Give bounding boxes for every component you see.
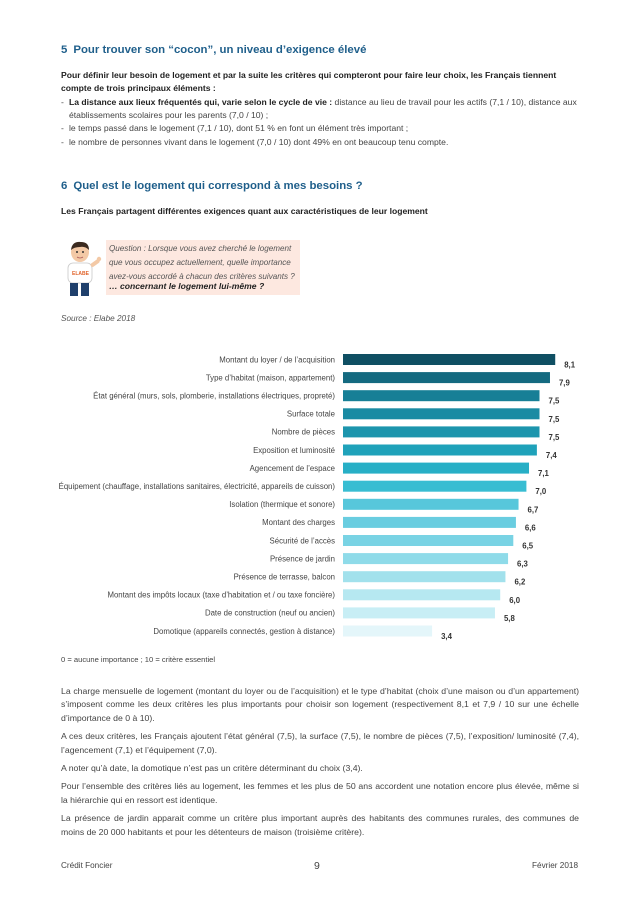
- category-label: Montant des charges: [262, 518, 335, 527]
- value-label: 7,4: [546, 451, 558, 460]
- bar: [343, 390, 540, 402]
- importance-bar-chart: Montant du loyer / de l’acquisition 8,1 Ty…: [59, 354, 576, 641]
- section-number: 6: [61, 180, 68, 192]
- section-6-heading: 6 Quel est le logement qui correspond à m…: [61, 180, 363, 192]
- bar: [343, 426, 540, 438]
- bar: [343, 354, 556, 365]
- bullet-text: le temps passé dans le logement (7,1 / 1…: [69, 123, 409, 134]
- bar: [343, 589, 501, 601]
- bar: [343, 535, 514, 546]
- category-label: Type d’habitat (maison, appartement): [206, 373, 336, 382]
- value-label: 6,7: [528, 505, 539, 514]
- bar: [343, 625, 433, 637]
- category-label: Présence de jardin: [270, 554, 335, 563]
- category-label: Isolation (thermique et sonore): [229, 500, 335, 509]
- value-label: 6,2: [514, 578, 526, 587]
- section-number: 5: [61, 44, 68, 56]
- source-note: Source : Elabe 2018: [61, 314, 136, 323]
- value-label: 5,8: [504, 614, 516, 623]
- section-5-heading: 5 Pour trouver son “cocon”, un niveau d’e…: [61, 44, 366, 56]
- section-6-subtitle: Les Français partagent différentes exige…: [61, 206, 428, 216]
- value-label: 6,5: [522, 542, 534, 551]
- bar: [343, 498, 519, 510]
- category-label: Montant du loyer / de l’acquisition: [219, 355, 335, 364]
- bar: [343, 553, 509, 565]
- question-text: Question : Lorsque vous avez cherché le …: [109, 244, 295, 281]
- category-label: Date de construction (neuf ou ancien): [205, 609, 335, 618]
- category-label: Montant des impôts locaux (taxe d’habita…: [107, 591, 335, 600]
- question-box: Question : Lorsque vous avez cherché le …: [106, 240, 300, 295]
- category-label: Domotique (appareils connectés, gestion …: [153, 627, 335, 636]
- list-item: le nombre de personnes vivant dans le lo…: [61, 136, 583, 149]
- value-label: 6,6: [525, 523, 537, 532]
- bar: [343, 372, 550, 384]
- paragraph: La charge mensuelle de logement (montant…: [61, 686, 579, 723]
- value-label: 6,3: [517, 560, 529, 569]
- category-label: Équipement (chauffage, installations san…: [59, 482, 336, 491]
- footer-date: Février 2018: [532, 861, 578, 870]
- value-label: 7,9: [559, 379, 571, 388]
- scale-note: 0 = aucune importance ; 10 = critère ess…: [61, 655, 216, 664]
- bar: [343, 607, 495, 619]
- bar: [343, 408, 540, 420]
- intro-text: Pour définir leur besoin de logement et …: [61, 70, 557, 94]
- bar: [343, 516, 516, 528]
- value-label: 7,5: [549, 415, 561, 424]
- bullet-text: le nombre de personnes vivant dans le lo…: [69, 136, 449, 147]
- value-label: 7,5: [549, 397, 561, 406]
- list-item: La distance aux lieux fréquentés qui, va…: [61, 96, 583, 122]
- analysis-text: La charge mensuelle de logement (montant…: [61, 685, 579, 844]
- section-title: Quel est le logement qui correspond à me…: [73, 180, 363, 192]
- bullet-bold: La distance aux lieux fréquentés qui, va…: [69, 97, 333, 107]
- criteria-list: La distance aux lieux fréquentés qui, va…: [61, 96, 583, 149]
- bar: [343, 444, 537, 456]
- elabe-logo: ELABE: [72, 271, 90, 277]
- category-label: Exposition et luminosité: [253, 446, 335, 455]
- value-label: 7,1: [538, 469, 550, 478]
- question-emphasis: … concernant le logement lui-même ?: [109, 281, 265, 291]
- category-label: État général (murs, sols, plomberie, ins…: [93, 392, 335, 401]
- list-item: le temps passé dans le logement (7,1 / 1…: [61, 122, 583, 135]
- section-title: Pour trouver son “cocon”, un niveau d’ex…: [73, 44, 367, 56]
- value-label: 6,0: [509, 596, 521, 605]
- value-label: 3,4: [441, 632, 453, 641]
- value-label: 7,0: [535, 487, 547, 496]
- value-label: 8,1: [564, 361, 576, 370]
- category-label: Surface totale: [287, 410, 335, 419]
- bullet-text: distance au lieu de travail pour les act…: [69, 97, 577, 121]
- paragraph: La présence de jardin apparait comme un …: [61, 813, 579, 837]
- bar: [343, 462, 530, 474]
- person-illustration: ELABE: [67, 241, 102, 296]
- footer-publisher: Crédit Foncier: [61, 861, 113, 870]
- section-5-intro: Pour définir leur besoin de logement et …: [61, 69, 581, 95]
- paragraph: A noter qu’à date, la domotique n’est pa…: [61, 763, 363, 774]
- page-number: 9: [314, 860, 320, 872]
- bar: [343, 480, 527, 492]
- paragraph: A ces deux critères, les Français ajoute…: [61, 731, 579, 755]
- category-label: Nombre de pièces: [272, 428, 335, 437]
- value-label: 7,5: [549, 433, 561, 442]
- category-label: Sécurité de l’accès: [270, 536, 336, 545]
- category-label: Agencement de l’espace: [250, 464, 335, 473]
- category-label: Présence de terrasse, balcon: [234, 573, 335, 582]
- bar: [343, 571, 506, 583]
- paragraph: Pour l’ensemble des critères liés au log…: [61, 781, 579, 805]
